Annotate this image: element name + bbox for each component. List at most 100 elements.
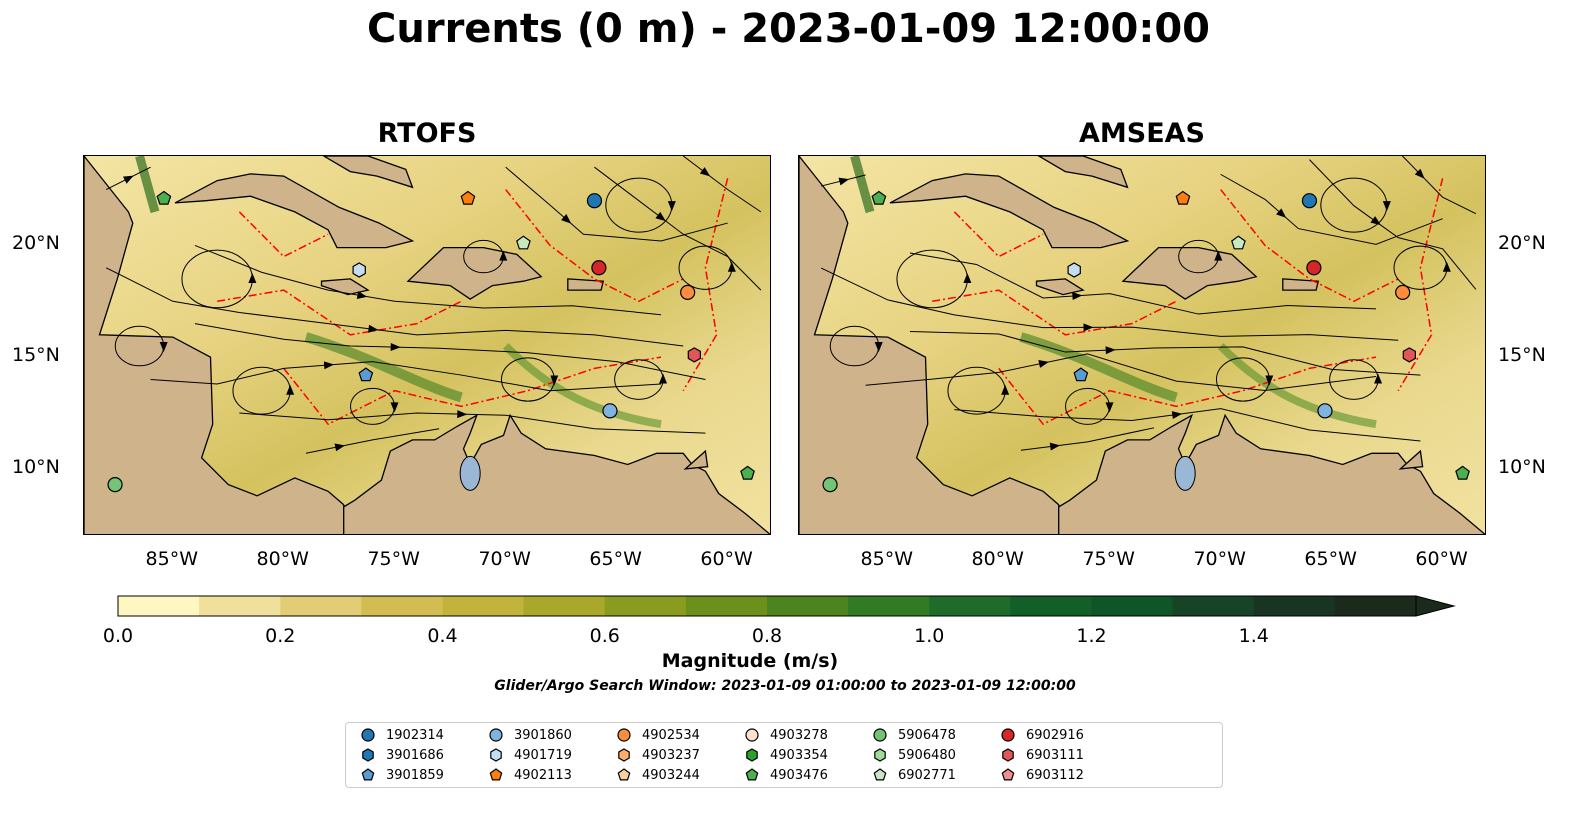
streamline [1309, 159, 1477, 290]
legend-item-5906478: 5906478 [872, 727, 956, 743]
legend-label: 4901719 [514, 747, 572, 763]
lake-maracaibo [1174, 455, 1196, 491]
float-marker-4903476[interactable] [740, 465, 755, 480]
circle-marker-icon [489, 728, 503, 742]
colorbar-tick-label: 1.4 [1238, 625, 1269, 647]
colorbar-bin [442, 596, 525, 616]
colorbar-bin [118, 596, 200, 616]
float-marker-6903111[interactable] [1402, 347, 1417, 363]
float-marker-1902314[interactable] [586, 193, 603, 209]
streamline-arrow [123, 175, 134, 184]
streamline [194, 323, 706, 381]
land-mass [406, 246, 543, 300]
legend-item-5906480: 5906480 [872, 747, 956, 763]
colorbar-bin [604, 596, 687, 616]
float-marker-1902314[interactable] [1301, 193, 1318, 209]
current-jet [1019, 332, 1178, 403]
legend-label: 4903244 [642, 767, 700, 783]
legend-label: 3901686 [386, 747, 444, 763]
float-marker-4901719[interactable] [352, 262, 366, 278]
land-mass [1058, 413, 1485, 534]
panel-title-rtofs: RTOFS [377, 118, 477, 149]
legend-item-4903476: 4903476 [744, 767, 828, 783]
panel-title-amseas: AMSEAS [1079, 118, 1205, 149]
x-tick-label: 65°W [1304, 548, 1357, 570]
legend-item-6902771: 6902771 [872, 767, 956, 783]
streamline-arrow [667, 201, 676, 212]
streamline [505, 166, 728, 242]
streamline [909, 330, 1421, 376]
legend-label: 4902534 [642, 727, 700, 743]
float-marker-4902113[interactable] [460, 190, 476, 205]
float-marker-4902113[interactable] [1175, 190, 1191, 205]
float-marker-5906478[interactable] [107, 476, 123, 493]
streamline [594, 166, 762, 291]
legend-item-4902113: 4902113 [488, 767, 572, 783]
y-tick-label: 20°N [12, 232, 60, 255]
float-marker-6902916[interactable] [591, 260, 607, 276]
streamline [194, 244, 662, 316]
float-marker-4901719[interactable] [1067, 262, 1081, 278]
legend-label: 3901860 [514, 727, 572, 743]
float-marker-6902771[interactable] [516, 235, 531, 250]
hexagon-marker-icon [362, 748, 374, 762]
land-mass [683, 449, 709, 470]
y-tick-label: 15°N [12, 344, 60, 367]
lake-maracaibo [459, 455, 481, 491]
float-marker-4903476[interactable] [156, 190, 172, 205]
streamline-arrow [323, 361, 335, 370]
land-mass [1121, 246, 1258, 300]
float-marker-6902916[interactable] [1306, 260, 1322, 276]
current-jet [1217, 343, 1377, 429]
current-jet [304, 332, 463, 403]
colorbar-tick-label: 0.0 [102, 625, 134, 647]
pentagon-marker-icon [361, 768, 375, 781]
hexagon-marker-icon [874, 748, 886, 762]
streamline-arrow [874, 342, 883, 352]
streamline-arrow [1038, 360, 1050, 368]
legend-item-4903278: 4903278 [744, 727, 828, 743]
streamline-arrow [659, 373, 668, 384]
legend-item-6902916: 6902916 [1000, 727, 1084, 743]
float-marker-4902534[interactable] [680, 284, 696, 300]
hexagon-marker-icon [1002, 748, 1014, 762]
streamline [305, 428, 440, 454]
colorbar-tick-label: 1.0 [914, 625, 945, 647]
land-mass [1037, 156, 1129, 189]
map-canvas [84, 156, 770, 534]
streamline [1220, 173, 1443, 245]
streamline-arrow [499, 250, 508, 261]
colorbar-tick-label: 0.2 [265, 625, 296, 647]
streamline-arrow [1105, 346, 1116, 355]
circle-marker-icon [617, 728, 631, 742]
float-marker-3901859[interactable] [358, 367, 374, 382]
legend-label: 6902916 [1026, 727, 1084, 743]
float-marker-4903476[interactable] [1455, 465, 1470, 480]
legend-label: 4903237 [642, 747, 700, 763]
x-tick-label: 75°W [367, 548, 420, 570]
streamline-arrow [1382, 201, 1391, 212]
legend-item-4903237: 4903237 [616, 747, 700, 763]
float-marker-4902534[interactable] [1395, 284, 1411, 300]
eez-boundary [682, 178, 729, 392]
legend-label: 4903476 [770, 767, 828, 783]
float-marker-6903111[interactable] [687, 347, 702, 363]
float-marker-3901860[interactable] [1317, 403, 1333, 419]
pentagon-marker-icon [617, 768, 631, 781]
x-tick-label: 75°W [1082, 548, 1135, 570]
land-mass [1398, 449, 1424, 470]
eez-boundary [932, 289, 1177, 336]
float-marker-3901860[interactable] [602, 403, 618, 419]
colorbar-tick-label: 0.6 [589, 625, 620, 647]
legend-label: 5906480 [898, 747, 956, 763]
float-marker-5906478[interactable] [822, 476, 838, 493]
streamline-arrow [1374, 373, 1383, 384]
float-marker-3901859[interactable] [1073, 367, 1089, 382]
circle-marker-icon [873, 728, 887, 742]
float-marker-4903476[interactable] [871, 190, 887, 205]
x-tick-label: 70°W [478, 548, 531, 570]
legend-item-4901719: 4901719 [488, 747, 572, 763]
eez-boundary [505, 189, 684, 303]
colorbar-bin [1010, 596, 1092, 616]
float-marker-6902771[interactable] [1231, 235, 1246, 250]
